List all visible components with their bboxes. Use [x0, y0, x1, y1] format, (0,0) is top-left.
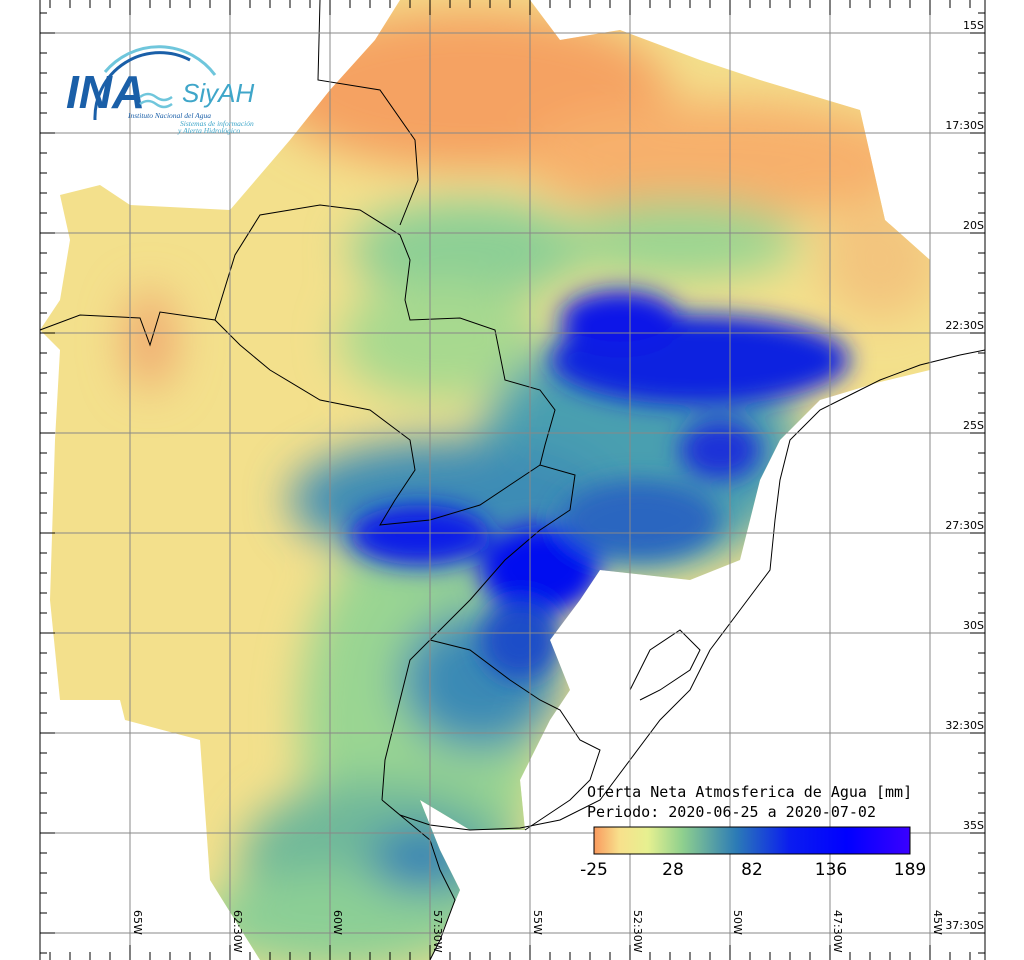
latitude-labels: 15S 17:30S 20S 22:30S 25S 27:30S 30S 32:30S 35S 3…	[945, 19, 984, 932]
colorbar-tick: 136	[815, 860, 847, 880]
logo-institution: Instituto Nacional del Agua	[127, 111, 211, 120]
graticule	[40, 0, 985, 960]
lon-label: 60W	[331, 910, 344, 935]
lat-label: 22:30S	[945, 319, 984, 332]
lat-label: 32:30S	[945, 719, 984, 732]
colorbar-tick: 189	[894, 860, 926, 880]
lat-label: 15S	[963, 19, 984, 32]
logo-system-line2: y Alerta Hidrológico	[177, 126, 240, 135]
logo-system-line1: Sistemas de información	[180, 119, 254, 128]
logo-product: SiyAH	[182, 78, 254, 108]
colorbar-tick: 28	[662, 860, 684, 880]
lon-label: 52:30W	[631, 910, 644, 953]
lat-label: 35S	[963, 819, 984, 832]
lon-label: 65W	[131, 910, 144, 935]
lon-label: 57:30W	[431, 910, 444, 953]
lon-label: 55W	[531, 910, 544, 935]
colorbar	[593, 826, 911, 855]
legend-title: Oferta Neta Atmosferica de Agua [mm]	[587, 783, 912, 801]
lat-label: 37:30S	[945, 919, 984, 932]
ina-logo: INA SiyAH Instituto Nacional del Agua Si…	[66, 45, 254, 135]
colorbar-tick: 82	[741, 860, 763, 880]
lat-label: 25S	[963, 419, 984, 432]
longitude-labels: 65W 62:30W 60W 57:30W 55W 52:30W 50W 47:30W 45W	[131, 910, 944, 953]
legend-period: Periodo: 2020-06-25 a 2020-07-02	[587, 803, 876, 821]
lon-label: 45W	[931, 910, 944, 935]
lon-label: 62:30W	[231, 910, 244, 953]
lat-label: 20S	[963, 219, 984, 232]
logo-acronym: INA	[66, 66, 145, 118]
axis-ticks	[39, 0, 986, 960]
lon-label: 47:30W	[831, 910, 844, 953]
political-borders	[39, 0, 986, 960]
lat-label: 17:30S	[945, 119, 984, 132]
lat-label: 27:30S	[945, 519, 984, 532]
legend: Oferta Neta Atmosferica de Agua [mm] Per…	[580, 783, 926, 880]
lat-label: 30S	[963, 619, 984, 632]
lon-label: 50W	[731, 910, 744, 935]
colorbar-tick: -25	[580, 860, 608, 880]
